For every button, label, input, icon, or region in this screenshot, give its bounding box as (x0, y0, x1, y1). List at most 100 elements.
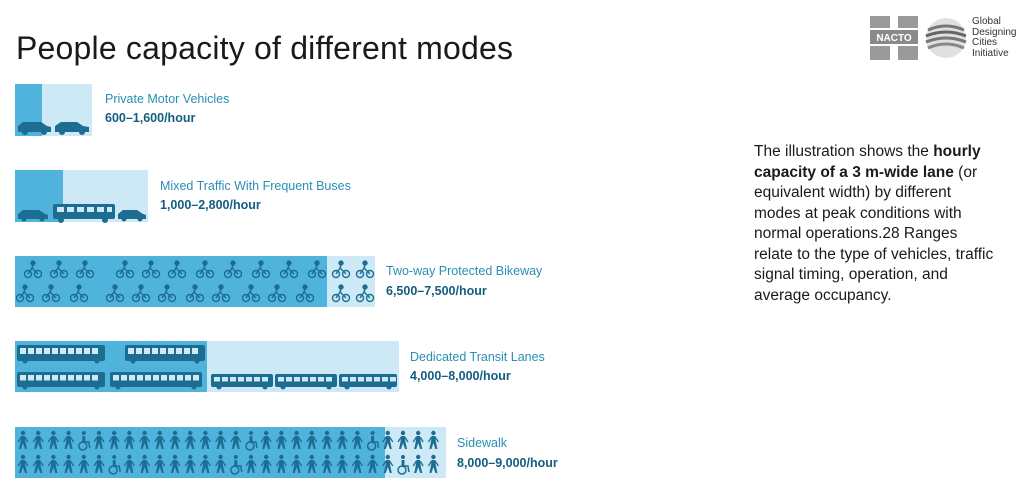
logo-group: NACTO (870, 16, 1020, 62)
bus-icon (275, 374, 337, 390)
bicycle-icon (195, 260, 215, 279)
mode-capacity: 4,000–8,000/hour (410, 369, 511, 383)
pedestrian-icon (215, 454, 227, 473)
bus-icon (110, 372, 202, 390)
car-icons (18, 122, 89, 135)
pedestrian-icon (427, 454, 439, 473)
band-transit (15, 341, 399, 392)
pedestrian-icon (199, 454, 211, 473)
bicycle-icon (223, 260, 243, 279)
bus-icon (17, 345, 105, 364)
bicycle-icon (251, 260, 271, 279)
bicycle-icon (115, 260, 135, 279)
pedestrian-icon (382, 430, 394, 449)
pedestrian-icon (108, 430, 120, 449)
pedestrian-icon (17, 430, 29, 449)
pedestrian-icon (412, 454, 424, 473)
bicycle-icon (331, 260, 351, 279)
pedestrian-icon (412, 430, 424, 449)
bicycle-icon (185, 284, 205, 303)
bicycle-icon (355, 260, 375, 279)
pedestrian-icon (336, 454, 348, 473)
bicycle-icon (295, 284, 315, 303)
wheelchair-icon (397, 455, 410, 475)
pedestrian-icon (169, 454, 181, 473)
pedestrian-icon (139, 430, 151, 449)
pedestrian-icon (184, 430, 196, 449)
pedestrian-icon (427, 430, 439, 449)
mode-label: Two-way Protected Bikeway (386, 264, 543, 278)
bicycle-icon (355, 284, 375, 303)
bicycle-icon (23, 260, 43, 279)
pedestrian-icon (230, 430, 242, 449)
pedestrian-icon (215, 430, 227, 449)
pedestrian-icon (260, 454, 272, 473)
pedestrian-icon (275, 454, 287, 473)
gdci-logo-text: Global Designing Cities Initiative (972, 16, 1017, 59)
bicycle-icon (49, 260, 69, 279)
pedestrian-icon (154, 430, 166, 449)
pedestrian-icon (32, 430, 44, 449)
pedestrian-icon (291, 454, 303, 473)
bicycle-icon (69, 284, 89, 303)
bus-train-icons (17, 345, 397, 390)
mode-capacity: 600–1,600/hour (105, 111, 196, 125)
bicycle-icon (241, 284, 261, 303)
bicycle-icon (105, 284, 125, 303)
pedestrian-icon (123, 430, 135, 449)
gdci-globe-icon (925, 18, 967, 58)
bicycle-icon (279, 260, 299, 279)
pedestrian-icon (351, 430, 363, 449)
pedestrian-icon (291, 430, 303, 449)
nacto-logo-text: NACTO (876, 33, 912, 44)
bicycle-icon (157, 284, 177, 303)
pedestrian-icon (382, 454, 394, 473)
pedestrian-icon (169, 430, 181, 449)
bicycle-icon (267, 284, 287, 303)
pedestrian-icon (47, 454, 59, 473)
bicycle-icon (15, 284, 35, 303)
pedestrian-icon (154, 454, 166, 473)
pedestrian-icon (336, 430, 348, 449)
band-mixed-traffic (15, 170, 148, 223)
bus-icon (339, 374, 397, 390)
wheelchair-icon (366, 431, 380, 451)
pedestrian-icon (245, 454, 257, 473)
pedestrian-icon (93, 430, 105, 449)
pedestrian-icon (367, 454, 379, 473)
pedestrian-icon (306, 454, 318, 473)
mode-capacity: 1,000–2,800/hour (160, 198, 261, 212)
bus-car-icons (18, 204, 146, 223)
mode-label: Mixed Traffic With Frequent Buses (160, 179, 351, 193)
mode-capacity: 6,500–7,500/hour (386, 284, 487, 298)
bicycle-icons (15, 260, 375, 303)
pedestrian-icon (321, 430, 333, 449)
pedestrian-icon (321, 454, 333, 473)
pedestrian-icon (199, 430, 211, 449)
mode-capacity: 8,000–9,000/hour (457, 456, 558, 470)
pedestrian-icon (32, 454, 44, 473)
pedestrian-icon (397, 430, 409, 449)
pedestrian-icon (78, 454, 90, 473)
bus-icon (17, 372, 105, 390)
pedestrian-icon (184, 454, 196, 473)
bicycle-icon (131, 284, 151, 303)
band-sidewalk (15, 427, 446, 478)
pedestrian-icon (306, 430, 318, 449)
page-title: People capacity of different modes (16, 30, 514, 66)
pedestrian-icon (260, 430, 272, 449)
mode-label: Sidewalk (457, 436, 508, 450)
band-bikeway (15, 256, 375, 307)
pedestrian-icon (47, 430, 59, 449)
pedestrian-icon (63, 454, 75, 473)
bicycle-icon (331, 284, 351, 303)
wheelchair-icon (78, 431, 91, 451)
pedestrian-icon (123, 454, 135, 473)
nacto-logo-icon: NACTO (870, 16, 918, 60)
pedestrian-icon (351, 454, 363, 473)
pedestrian-icon (93, 454, 105, 473)
pedestrian-icon (63, 430, 75, 449)
wheelchair-icon (230, 455, 243, 475)
bicycle-icon (75, 260, 95, 279)
bus-icon (211, 374, 273, 390)
